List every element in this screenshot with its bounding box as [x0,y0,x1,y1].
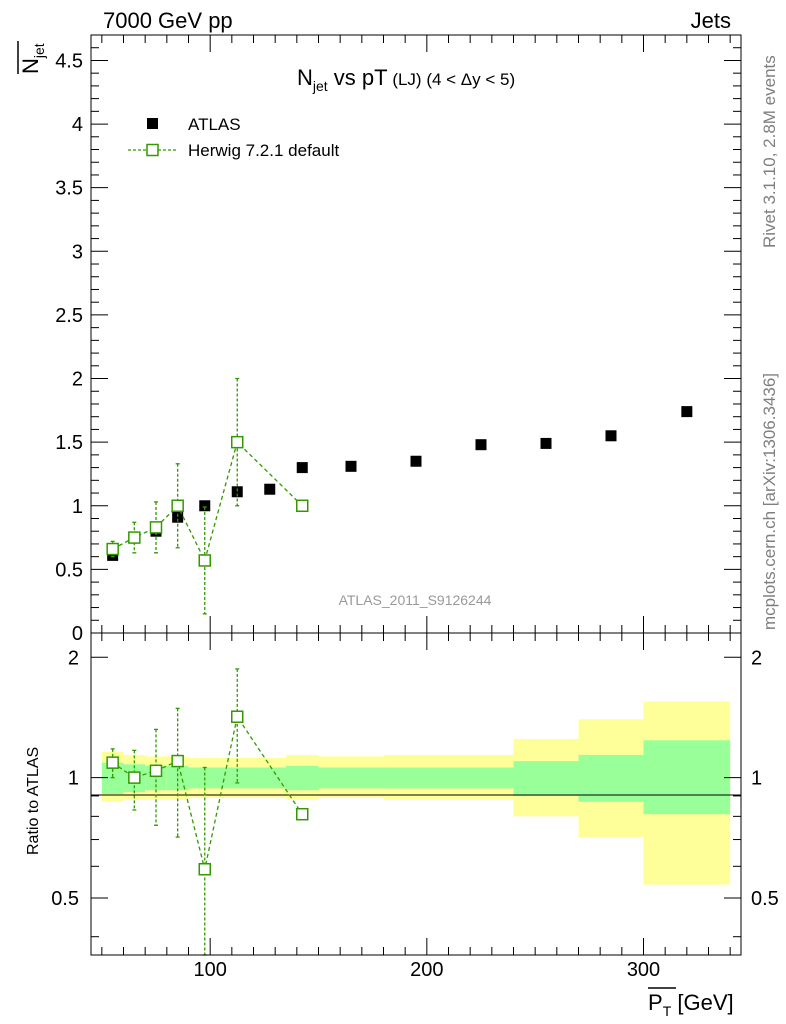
main-y-tick-label: 4.5 [55,50,83,72]
ratio-y-ticks: 0.5 0.5 1 1 2 2 [51,647,779,938]
ratio-y-tick-label-right: 1 [751,768,762,790]
ratio-mc-point [106,756,119,769]
ratio-y-tick-label-left: 1 [68,768,79,790]
main-mc-point [231,435,244,449]
svg-text:Njet: Njet [18,43,47,74]
main-series-layer [106,377,693,615]
main-mc-point [198,554,211,567]
main-y-tick-label: 1.5 [55,432,83,454]
inner-band-bin [318,767,384,789]
x-tick-label: 200 [410,959,443,981]
inner-band-bin [101,762,124,794]
ratio-y-tick-label-right: 0.5 [751,888,779,910]
main-y-tick-label: 2.5 [55,305,83,327]
x-tick-label: 100 [193,959,226,981]
main-y-tick-label: 0 [72,623,83,645]
ratio-panel: 0.5 0.5 1 1 2 2 100 200 300 Ratio to ATLAS PT [… [25,632,779,1019]
ratio-x-ticks: 100 200 300 [101,633,731,981]
inner-band-bin [448,767,514,789]
ratio-mc-point [296,807,309,821]
main-x-ticks [101,35,731,633]
ratio-y-tick-label-left: 2 [68,647,79,669]
header-right-label: Jets [690,8,731,33]
main-panel: 0 0.5 1 1.5 2 2.5 3 3.5 4 4.5 Njet vs pT (LJ) (4 … [17,34,742,645]
main-mc-point [149,521,163,534]
main-y-tick-label: 3.5 [55,178,83,200]
atlas-data-point [199,500,211,512]
atlas-data-point [231,486,243,498]
inner-band-bin [221,767,254,789]
main-y-ticks: 0 0.5 1 1.5 2 2.5 3 3.5 4 4.5 [55,34,741,645]
ratio-mc-point [231,710,244,723]
svg-text:PT [GeV]: PT [GeV] [648,990,734,1019]
atlas-data-point [172,511,184,523]
legend-atlas-marker [147,118,158,129]
ratio-mc-point [171,754,184,768]
main-mc-point [106,542,119,556]
ratio-uncertainty-bands [101,701,731,885]
atlas-data-point [264,483,276,495]
atlas-data-point [107,549,119,561]
main-y-tick-label: 0.5 [55,559,83,581]
main-y-tick-label: 3 [72,241,83,263]
legend-herwig-label: Herwig 7.2.1 default [188,141,339,160]
legend-atlas-label: ATLAS [188,115,241,134]
ratio-mc-point [149,764,163,778]
atlas-data-point [345,460,357,472]
legend-herwig-marker [146,143,159,157]
atlas-data-point [540,437,552,449]
main-title: Njet vs pT (LJ) (4 < Δy < 5) [297,65,515,94]
inner-band-bin [383,767,449,789]
main-mc-point [171,499,184,513]
ratio-y-axis-label: Ratio to ATLAS [25,747,42,855]
atlas-data-point [605,430,617,442]
x-axis-label: PT [GeV] [648,987,734,1019]
header-left-label: 7000 GeV pp [103,8,233,33]
ratio-plot-frame [90,632,742,956]
inner-band-bin [643,740,731,815]
main-mc-point [296,499,309,513]
inner-band-bin [253,767,286,789]
atlas-data-point [475,439,487,451]
ratio-y-tick-label-left: 0.5 [51,888,79,910]
main-y-axis-label: Njet [17,41,47,74]
atlas-data-point [296,462,308,474]
inner-band-bin [286,765,319,791]
main-y-tick-label: 4 [72,114,83,136]
main-y-tick-label: 1 [72,496,83,518]
inner-band-bin [578,754,644,802]
x-tick-label: 300 [627,959,660,981]
inner-band-bin [166,765,189,791]
main-y-tick-label: 2 [72,369,83,391]
analysis-watermark: ATLAS_2011_S9126244 [339,592,492,608]
atlas-data-point [410,455,422,467]
inner-band-bin [513,761,579,796]
ratio-y-tick-label-right: 2 [751,647,762,669]
atlas-data-point [681,406,693,418]
ratio-mc-point [128,771,141,784]
main-mc-point [128,531,141,544]
ratio-series-layer [106,668,309,956]
legend: ATLAS Herwig 7.2.1 default [128,115,339,160]
ratio-mc-point [198,862,211,876]
